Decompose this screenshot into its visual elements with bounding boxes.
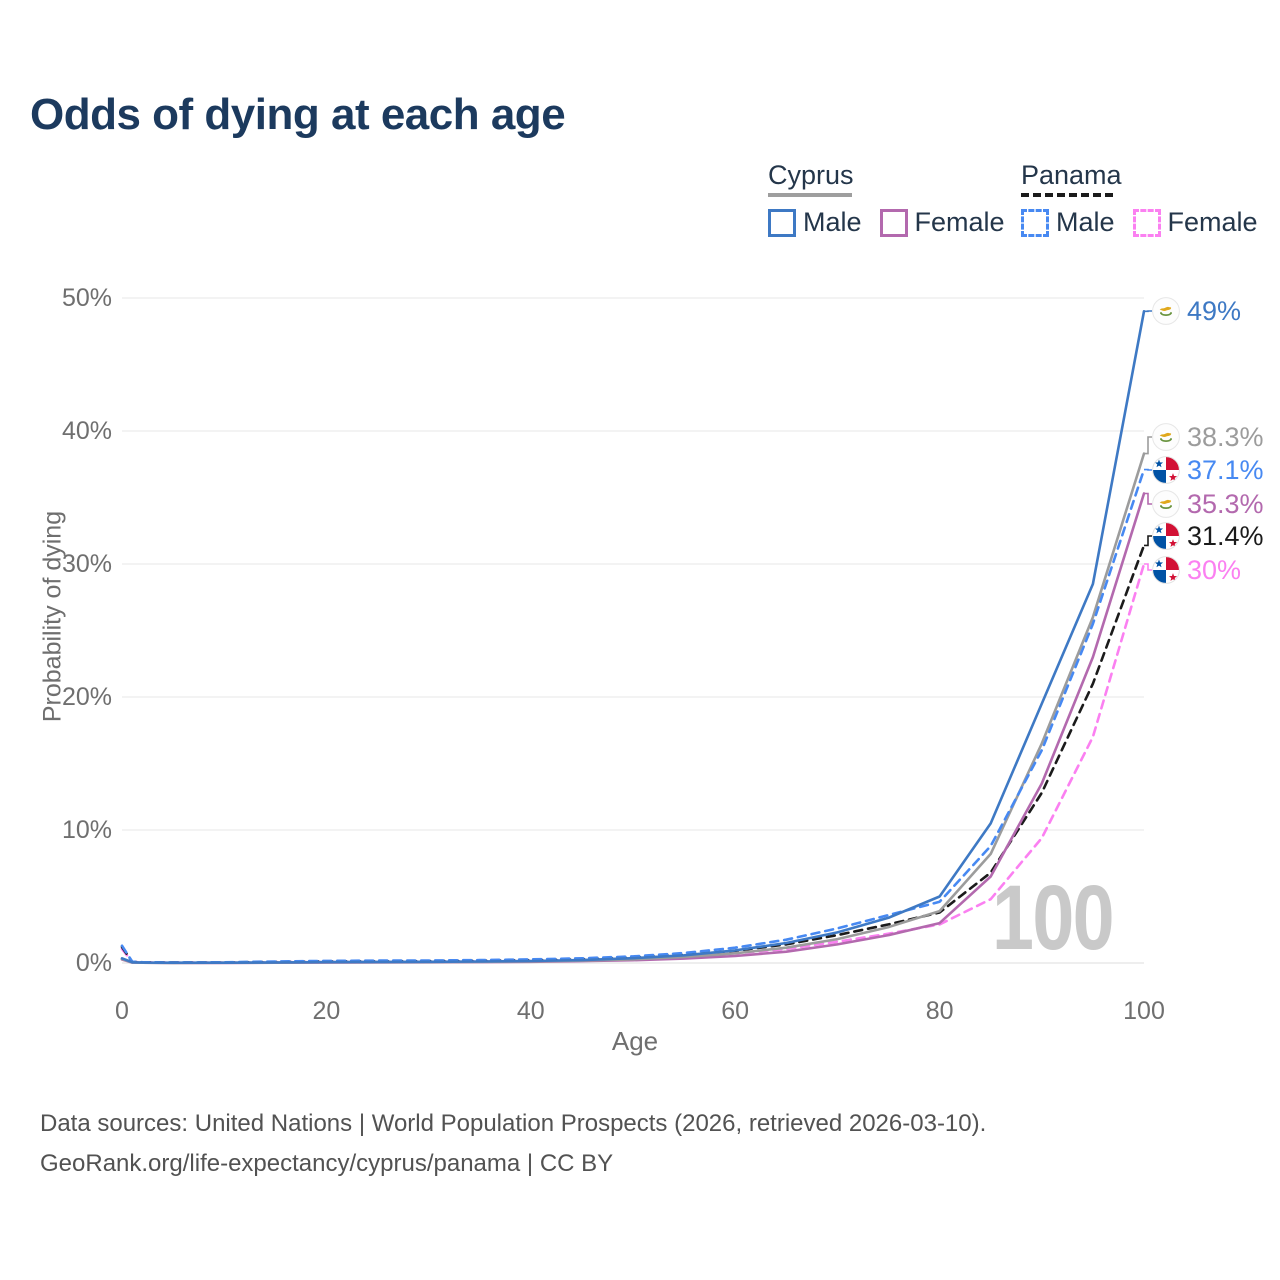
y-tick-20%: 20%	[61, 683, 112, 711]
y-tick-30%: 30%	[61, 550, 112, 578]
page-title: Odds of dying at each age	[30, 90, 566, 139]
legend-swatch-panama-female-icon	[1132, 208, 1161, 237]
legend-item-panama-male[interactable]: Male	[1021, 207, 1115, 238]
end-label-value: 38.3%	[1187, 421, 1264, 452]
cyprus-flag-icon	[1152, 423, 1180, 451]
legend-label-panama-female: Female	[1167, 207, 1258, 237]
legend-underline-cyprus-solid	[768, 193, 852, 197]
end-label-value: 37.1%	[1187, 454, 1264, 485]
legend-swatch-panama-male-icon	[1021, 208, 1049, 237]
end-label-connector	[1144, 535, 1152, 547]
x-tick-20: 20	[312, 997, 341, 1025]
y-tick-50%: 50%	[61, 284, 112, 312]
x-axis-title: Age	[611, 1026, 659, 1056]
panama-flag-icon	[1152, 522, 1180, 550]
legend-label-panama-male: Male	[1056, 207, 1115, 237]
x-tick-80: 80	[925, 997, 954, 1025]
panama-flag-icon	[1152, 556, 1180, 584]
y-axis-title: Probability of dying	[38, 510, 67, 723]
end-label-value: 49%	[1187, 295, 1242, 326]
end-label-value: 30%	[1187, 554, 1242, 585]
footer-attribution: GeoRank.org/life-expectancy/cyprus/panam…	[40, 1150, 614, 1177]
y-tick-10%: 10%	[61, 816, 112, 844]
x-tick-40: 40	[516, 997, 545, 1025]
legend-group-panama: Panama Male Female	[1021, 160, 1258, 238]
legend-item-panama-female[interactable]: Female	[1132, 207, 1258, 238]
cyprus-flag-icon	[1152, 297, 1180, 325]
end-label-cyprus-female: 35.3%	[1152, 489, 1264, 519]
legend-group-cyprus: Cyprus Male Female	[768, 160, 1005, 238]
y-tick-0%: 0%	[75, 949, 112, 977]
x-tick-0: 0	[115, 997, 129, 1025]
end-label-panama-both-sexes: 31.4%	[1152, 521, 1264, 551]
legend-country-panama: Panama	[1021, 160, 1122, 190]
end-label-cyprus-both-sexes: 38.3%	[1152, 422, 1264, 452]
x-tick-100: 100	[1123, 997, 1165, 1025]
series-line-cyprus-both-sexes[interactable]	[120, 452, 1146, 965]
panama-flag-icon	[1152, 456, 1180, 484]
end-label-connector	[1144, 563, 1152, 571]
end-label-panama-female: 30%	[1152, 555, 1241, 585]
legend-swatch-cyprus-male-icon	[768, 208, 796, 237]
footer-sources: Data sources: United Nations | World Pop…	[40, 1110, 987, 1137]
end-label-value: 31.4%	[1187, 520, 1264, 551]
end-label-panama-male: 37.1%	[1152, 455, 1264, 485]
age-watermark: 100	[992, 867, 1115, 969]
legend-country-cyprus: Cyprus	[768, 160, 854, 190]
end-label-connector	[1144, 436, 1152, 455]
legend-label-cyprus-male: Male	[803, 207, 862, 237]
series-line-cyprus-male[interactable]	[120, 310, 1146, 964]
legend-label-cyprus-female: Female	[914, 207, 1005, 237]
cyprus-flag-icon	[1152, 490, 1180, 518]
legend-swatch-cyprus-female-icon	[879, 208, 908, 237]
end-label-value: 35.3%	[1187, 488, 1264, 519]
end-label-connector	[1144, 492, 1152, 505]
x-tick-60: 60	[721, 997, 750, 1025]
series-line-panama-male[interactable]	[120, 468, 1146, 964]
y-tick-40%: 40%	[61, 417, 112, 445]
legend-item-cyprus-male[interactable]: Male	[768, 207, 862, 238]
legend-item-cyprus-female[interactable]: Female	[879, 207, 1005, 238]
end-label-cyprus-male: 49%	[1152, 296, 1241, 326]
series-line-panama-female[interactable]	[120, 562, 1146, 964]
legend-underline-panama-dashed	[1021, 193, 1113, 197]
